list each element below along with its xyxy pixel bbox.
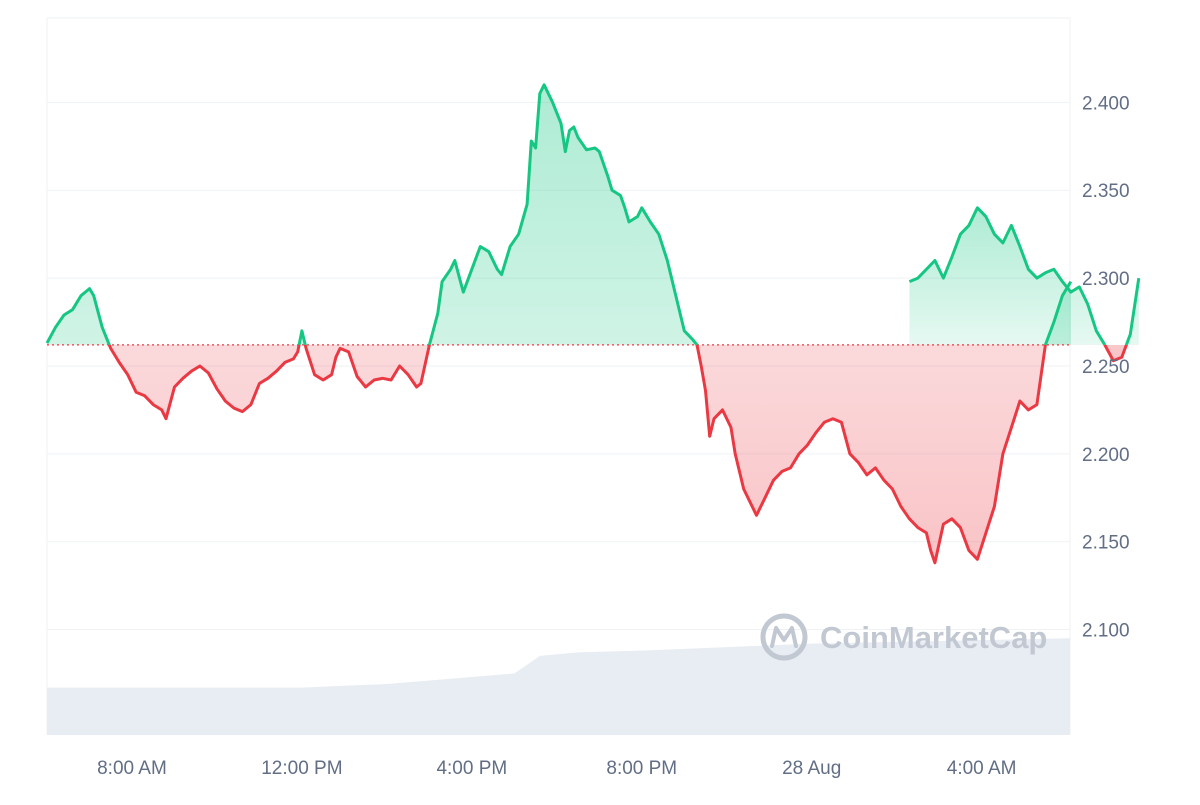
- x-tick-label: 8:00 AM: [97, 758, 167, 779]
- watermark: CoinMarketCap: [760, 613, 1047, 661]
- price-line-up: [45, 83, 1073, 345]
- area-above-baseline: [909, 207, 1139, 345]
- y-tick-label: 2.250: [1082, 357, 1130, 378]
- x-tick-label: 28 Aug: [782, 758, 841, 779]
- volume-area-shape: [47, 638, 1070, 735]
- area-below-baseline: [47, 344, 1071, 563]
- y-tick-label: 2.350: [1082, 181, 1130, 202]
- y-tick-label: 2.100: [1082, 621, 1130, 642]
- price-line-up: [908, 206, 1141, 345]
- coinmarketcap-logo-icon: [760, 613, 808, 661]
- y-tick-label: 2.200: [1082, 445, 1130, 466]
- y-axis: 2.100 2.150 2.200 2.250 2.300 2.350 2.400: [1082, 93, 1130, 641]
- y-tick-label: 2.400: [1082, 93, 1130, 114]
- area-above-baseline: [47, 84, 1071, 345]
- x-axis: 8:00 AM 12:00 PM 4:00 PM 8:00 PM 28 Aug 4:00 …: [97, 758, 1016, 779]
- y-tick-label: 2.300: [1082, 269, 1130, 290]
- x-tick-label: 4:00 AM: [947, 758, 1017, 779]
- x-tick-label: 12:00 PM: [261, 758, 342, 779]
- y-tick-label: 2.150: [1082, 533, 1130, 554]
- x-tick-label: 4:00 PM: [436, 758, 507, 779]
- x-tick-label: 8:00 PM: [606, 758, 677, 779]
- volume-area: [47, 638, 1070, 735]
- price-lines: [45, 83, 1141, 565]
- price-area: [47, 84, 1139, 563]
- watermark-text: CoinMarketCap: [820, 620, 1047, 655]
- price-line-down: [107, 344, 1048, 565]
